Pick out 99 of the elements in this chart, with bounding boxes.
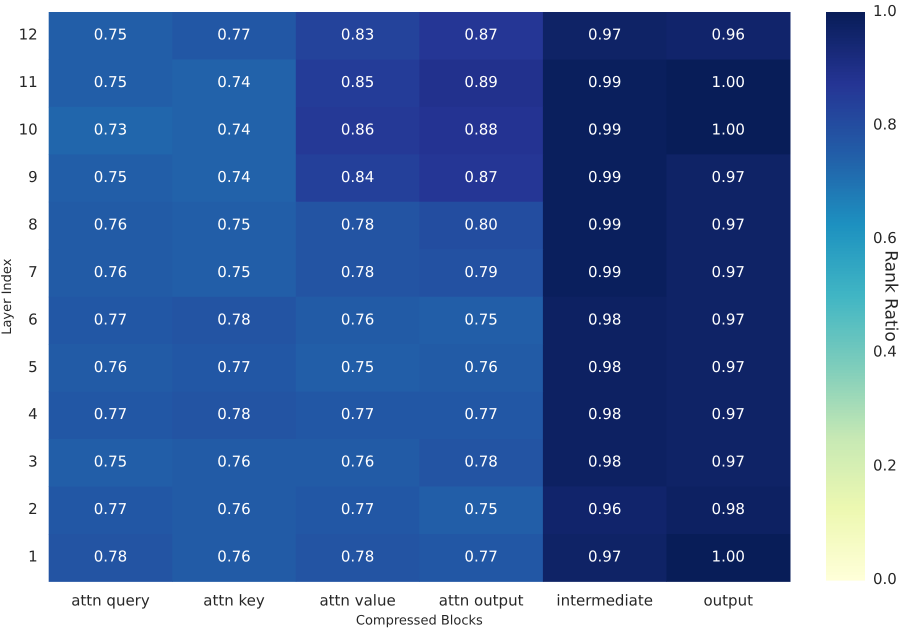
data-label: 0.97 — [712, 358, 745, 376]
data-label: 0.99 — [588, 73, 622, 92]
data-label: 0.73 — [94, 120, 128, 139]
y-axis-title: Layer Index — [0, 258, 16, 335]
data-label: 0.98 — [588, 358, 622, 376]
data-label: 0.97 — [712, 168, 745, 186]
data-label: 0.87 — [464, 26, 498, 44]
data-label: 0.83 — [340, 26, 374, 44]
data-label: 0.75 — [217, 215, 251, 234]
y-tick-label: 1 — [28, 548, 38, 566]
data-label: 0.77 — [340, 405, 374, 424]
x-tick-label: attn key — [203, 591, 265, 610]
color-bar-label: 1.0 — [873, 2, 897, 20]
color-bar-title: Rank Ratio — [880, 250, 900, 342]
y-tick-label: 12 — [18, 26, 38, 44]
data-label: 0.97 — [588, 548, 622, 566]
data-label: 0.74 — [217, 73, 251, 92]
data-label: 0.78 — [217, 405, 251, 424]
data-label: 0.76 — [217, 548, 251, 566]
data-label: 0.76 — [94, 358, 128, 376]
data-label: 0.76 — [464, 358, 498, 376]
data-label: 0.77 — [217, 358, 251, 376]
data-label: 0.74 — [217, 120, 251, 139]
data-label: 0.86 — [340, 120, 374, 139]
data-label: 0.75 — [94, 168, 128, 186]
y-tick-label: 5 — [28, 358, 38, 376]
data-label: 0.98 — [712, 500, 745, 518]
x-tick-label: attn query — [71, 591, 150, 610]
data-label: 0.76 — [217, 452, 251, 471]
color-bar-label: 0.2 — [873, 456, 897, 474]
data-label: 0.97 — [588, 26, 622, 44]
x-tick-label: attn value — [319, 591, 396, 610]
data-label: 0.85 — [340, 73, 374, 92]
x-tick-label: intermediate — [556, 591, 653, 610]
data-label: 0.98 — [588, 310, 622, 328]
data-label: 0.88 — [464, 120, 498, 139]
data-label: 0.99 — [588, 120, 622, 139]
data-label: 0.97 — [712, 310, 745, 328]
color-bar-label: 0.8 — [873, 115, 897, 134]
color-bar-label: 0.0 — [873, 570, 897, 588]
data-label: 0.76 — [340, 452, 374, 471]
y-tick-label: 8 — [28, 215, 38, 234]
color-bar-label: 0.4 — [873, 342, 897, 361]
x-tick-label: attn output — [438, 591, 524, 610]
data-label: 1.00 — [712, 548, 745, 566]
data-label: 0.75 — [340, 358, 374, 376]
data-label: 0.75 — [94, 73, 128, 92]
data-label: 0.96 — [588, 500, 622, 518]
y-tick-label: 3 — [28, 452, 38, 471]
data-label: 0.96 — [712, 26, 745, 44]
data-label: 0.77 — [94, 310, 128, 328]
data-label: 0.78 — [94, 548, 128, 566]
x-tick-label: output — [703, 591, 754, 610]
data-label: 0.76 — [94, 215, 128, 234]
data-label: 0.74 — [217, 168, 251, 186]
data-label: 0.77 — [340, 500, 374, 518]
data-label: 0.77 — [217, 26, 251, 44]
data-label: 0.99 — [588, 215, 622, 234]
data-label: 0.75 — [94, 452, 128, 471]
y-tick-label: 10 — [18, 120, 38, 139]
data-label: 0.75 — [217, 262, 251, 281]
y-tick-label: 9 — [28, 168, 38, 186]
data-label: 1.00 — [712, 73, 745, 92]
data-label: 0.97 — [712, 215, 745, 234]
data-label: 0.97 — [712, 262, 745, 281]
data-label: 0.78 — [340, 262, 374, 281]
x-axis-title: Compressed Blocks — [356, 614, 483, 629]
data-label: 0.77 — [94, 405, 128, 424]
data-label: 0.84 — [340, 168, 374, 186]
data-label: 0.89 — [464, 73, 498, 92]
y-tick-label: 11 — [18, 73, 38, 92]
data-label: 0.78 — [464, 452, 498, 471]
data-label: 0.75 — [464, 500, 498, 518]
data-label: 0.99 — [588, 168, 622, 186]
data-label: 0.87 — [464, 168, 498, 186]
data-label: 0.99 — [588, 262, 622, 281]
data-label: 0.78 — [217, 310, 251, 328]
data-label: 0.97 — [712, 405, 745, 424]
data-label: 0.77 — [464, 405, 498, 424]
data-label: 1.00 — [712, 120, 745, 139]
data-label: 0.98 — [588, 405, 622, 424]
data-label: 0.78 — [340, 548, 374, 566]
y-tick-label: 4 — [28, 405, 38, 424]
data-label: 0.78 — [340, 215, 374, 234]
data-label: 0.80 — [464, 215, 498, 234]
data-label: 0.75 — [464, 310, 498, 328]
y-tick-label: 2 — [28, 500, 38, 518]
data-label: 0.76 — [94, 262, 128, 281]
data-label: 0.75 — [94, 26, 128, 44]
data-label: 0.97 — [712, 452, 745, 471]
y-tick-label: 6 — [28, 310, 38, 328]
data-label: 0.76 — [217, 500, 251, 518]
data-label: 0.79 — [464, 262, 498, 281]
data-label: 0.76 — [340, 310, 374, 328]
data-label: 0.98 — [588, 452, 622, 471]
y-tick-label: 7 — [28, 262, 38, 281]
data-label: 0.77 — [464, 548, 498, 566]
data-label: 0.77 — [94, 500, 128, 518]
color-bar-label: 0.6 — [873, 229, 897, 248]
